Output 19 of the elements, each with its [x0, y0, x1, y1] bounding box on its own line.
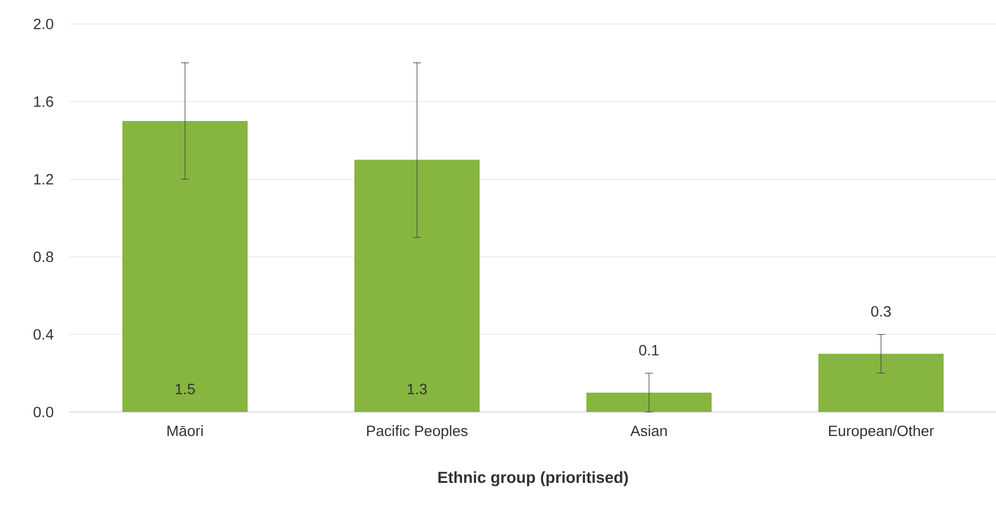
bar: [586, 392, 712, 412]
x-tick-label: European/Other: [829, 425, 934, 440]
bar: [354, 160, 480, 412]
y-tick-label: 0.4: [34, 329, 54, 340]
data-label: 0.3: [871, 306, 891, 317]
bar: [122, 120, 248, 412]
x-axis-title: Ethnic group (prioritised): [438, 471, 628, 486]
x-tick-label: Māori: [168, 425, 203, 436]
y-tick-label: 2.0: [34, 18, 54, 30]
data-label: 0.1: [639, 344, 659, 356]
bar: [818, 354, 944, 412]
y-tick-label: 0.0: [34, 406, 54, 418]
data-label: 1.5: [176, 384, 195, 394]
y-tick-label: 0.8: [34, 252, 54, 262]
x-tick-label: Pacific Peoples: [367, 425, 468, 440]
data-label: 1.3: [408, 384, 427, 394]
y-tick-label: 1.2: [34, 174, 54, 184]
y-tick-label: 1.6: [34, 96, 54, 107]
x-tick-label: Asian: [630, 425, 667, 436]
